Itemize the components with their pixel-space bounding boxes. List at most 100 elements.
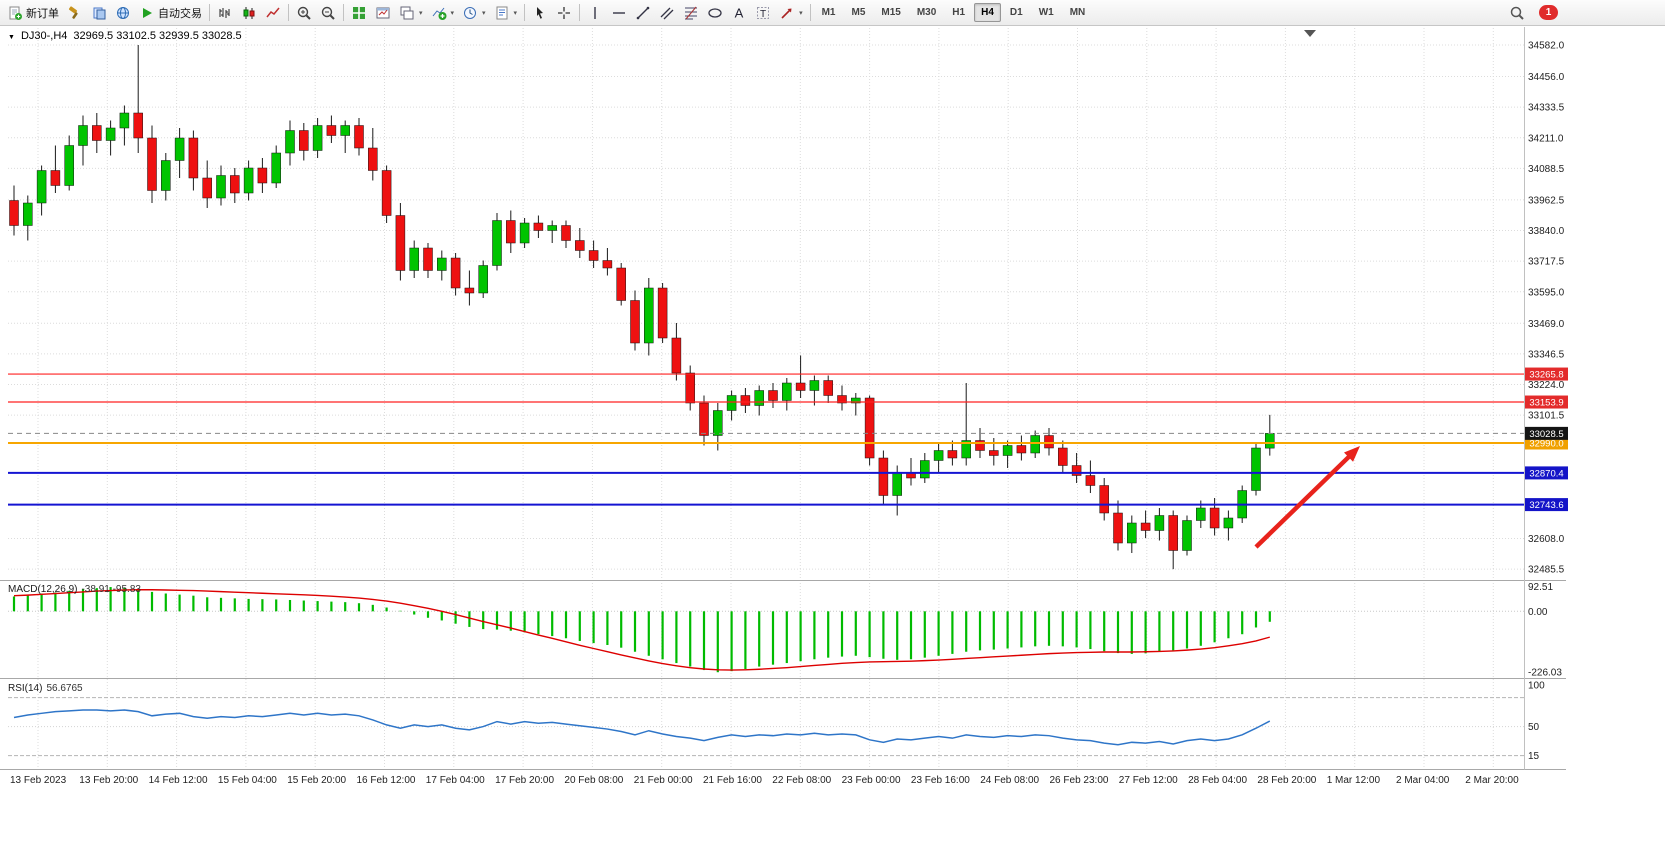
price-scale[interactable]: 34582.0 34456.0 34333.5 34211.0 34088.5 33962… xyxy=(1525,41,1568,763)
svg-text:0.00: 0.00 xyxy=(1528,607,1548,618)
label-tool-icon: T xyxy=(757,6,770,19)
arrows-tool-icon xyxy=(781,8,792,19)
svg-text:33153.9: 33153.9 xyxy=(1529,398,1563,409)
algo-trading-button[interactable]: 自动交易 xyxy=(135,2,206,24)
line-chart-type-icon[interactable] xyxy=(261,2,285,24)
timeframe-h4-button[interactable]: H4 xyxy=(974,3,1001,22)
timeframe-h1-button[interactable]: H1 xyxy=(952,7,966,18)
indicators-icon[interactable]: ▾ xyxy=(427,2,459,24)
trendline-tool-icon xyxy=(636,6,650,19)
cascade-windows-icon xyxy=(400,6,414,19)
price-tag-32870.4 xyxy=(1525,466,1568,480)
market-watch-icon[interactable] xyxy=(63,2,87,24)
horizontal-line-objects[interactable] xyxy=(8,373,1524,506)
algo-trading-button-label: 自动交易 xyxy=(158,7,202,20)
svg-text:23 Feb 16:00: 23 Feb 16:00 xyxy=(911,775,970,786)
svg-text:27 Feb 12:00: 27 Feb 12:00 xyxy=(1119,775,1178,786)
rsi-name: RSI(14) xyxy=(8,683,43,694)
svg-text:-226.03: -226.03 xyxy=(1528,668,1562,679)
crosshair-icon xyxy=(558,6,571,19)
tile-windows-icon[interactable] xyxy=(347,2,371,24)
svg-text:2 Mar 04:00: 2 Mar 04:00 xyxy=(1396,775,1450,786)
horizontal-line-tool-icon xyxy=(613,11,626,14)
timeframe-m1-button[interactable]: M1 xyxy=(821,7,836,18)
new-order-button[interactable]: 新订单 xyxy=(3,2,63,24)
dropdown-caret-icon: ▾ xyxy=(482,9,486,17)
svg-text:22 Feb 08:00: 22 Feb 08:00 xyxy=(772,775,831,786)
svg-text:32870.4: 32870.4 xyxy=(1529,468,1563,479)
dropdown-caret-icon: ▾ xyxy=(419,9,423,17)
timeframe-d1-button[interactable]: D1 xyxy=(1009,7,1023,18)
toolbar-separator xyxy=(288,4,289,21)
arrange-windows-icon[interactable] xyxy=(371,2,395,24)
svg-text:33469.0: 33469.0 xyxy=(1528,319,1565,330)
toolbar-separator xyxy=(579,4,581,21)
rsi-indicator-label: RSI(14) 56.6765 xyxy=(8,683,83,694)
panel-separators[interactable] xyxy=(0,27,1566,770)
toolbar-separator xyxy=(343,4,344,21)
svg-text:34456.0: 34456.0 xyxy=(1528,72,1565,83)
crosshair-icon[interactable] xyxy=(552,2,576,24)
svg-text:14 Feb 12:00: 14 Feb 12:00 xyxy=(149,775,208,786)
shapes-tool-icon xyxy=(708,7,722,18)
timeframe-mn-button[interactable]: MN xyxy=(1069,7,1086,18)
label-tool-icon[interactable]: T xyxy=(751,2,775,24)
svg-text:15 Feb 20:00: 15 Feb 20:00 xyxy=(287,775,346,786)
trend-arrow-annotation[interactable] xyxy=(1254,446,1360,549)
bar-chart-type-icon[interactable] xyxy=(213,2,237,24)
svg-text:34211.0: 34211.0 xyxy=(1528,133,1564,144)
templates-icon[interactable]: ▾ xyxy=(490,2,522,24)
toolbar-separator xyxy=(209,4,210,21)
svg-text:32990.0: 32990.0 xyxy=(1529,439,1563,450)
cursor-icon[interactable] xyxy=(528,2,552,24)
shapes-tool-icon[interactable] xyxy=(703,2,727,24)
trendline-tool-icon[interactable] xyxy=(631,2,655,24)
vertical-line-tool-icon[interactable] xyxy=(583,2,607,24)
svg-text:21 Feb 00:00: 21 Feb 00:00 xyxy=(634,775,693,786)
svg-text:15 Feb 04:00: 15 Feb 04:00 xyxy=(218,775,277,786)
svg-text:21 Feb 16:00: 21 Feb 16:00 xyxy=(703,775,762,786)
svg-text:32485.5: 32485.5 xyxy=(1528,565,1565,576)
navigator-icon xyxy=(117,6,129,19)
data-window-icon[interactable] xyxy=(87,2,111,24)
macd-name: MACD(12,26,9) xyxy=(8,584,78,595)
arrows-tool-icon[interactable]: ▾ xyxy=(775,2,807,24)
period-clock-icon[interactable]: ▾ xyxy=(458,2,490,24)
search-button[interactable] xyxy=(1505,2,1529,24)
symbol-dropdown-icon[interactable]: ▼ xyxy=(8,34,15,41)
candlestick-chart-type-icon xyxy=(243,6,255,19)
timeframe-m30-button[interactable]: M30 xyxy=(916,7,937,18)
zoom-in-icon[interactable] xyxy=(292,2,316,24)
cascade-windows-icon[interactable]: ▾ xyxy=(395,2,427,24)
svg-text:33840.0: 33840.0 xyxy=(1528,226,1565,237)
svg-text:23 Feb 00:00: 23 Feb 00:00 xyxy=(842,775,901,786)
fibonacci-tool-icon[interactable] xyxy=(679,2,703,24)
timeframe-m15-button[interactable]: M15 xyxy=(881,7,901,18)
text-tool-icon: A xyxy=(735,5,744,20)
svg-text:26 Feb 23:00: 26 Feb 23:00 xyxy=(1050,775,1109,786)
svg-text:33717.5: 33717.5 xyxy=(1528,257,1565,268)
vertical-line-tool-icon xyxy=(594,6,596,19)
svg-text:33265.8: 33265.8 xyxy=(1529,370,1563,381)
text-tool-icon[interactable]: A xyxy=(727,2,751,24)
svg-text:33224.0: 33224.0 xyxy=(1528,380,1565,391)
horizontal-line-tool-icon[interactable] xyxy=(607,2,631,24)
timeframe-w1-button[interactable]: W1 xyxy=(1038,7,1054,18)
svg-text:T: T xyxy=(760,8,766,19)
line-chart-type-icon xyxy=(266,7,280,17)
zoom-out-icon[interactable] xyxy=(316,2,340,24)
candlestick-chart-type-icon[interactable] xyxy=(237,2,261,24)
channel-tool-icon xyxy=(660,7,674,19)
notifications-badge[interactable]: 1 xyxy=(1539,5,1558,20)
navigator-icon[interactable] xyxy=(111,2,135,24)
svg-text:1 Mar 12:00: 1 Mar 12:00 xyxy=(1327,775,1381,786)
data-window-icon xyxy=(93,7,106,19)
svg-text:33028.5: 33028.5 xyxy=(1529,429,1563,440)
time-scale[interactable]: 13 Feb 2023 13 Feb 20:00 14 Feb 12:00 15 Fe… xyxy=(10,775,1519,786)
channel-tool-icon[interactable] xyxy=(655,2,679,24)
arrange-windows-icon xyxy=(376,7,390,18)
timeframe-m5-button[interactable]: M5 xyxy=(851,7,866,18)
cursor-icon xyxy=(537,6,544,19)
chart-shift-marker-icon[interactable] xyxy=(1304,30,1316,37)
